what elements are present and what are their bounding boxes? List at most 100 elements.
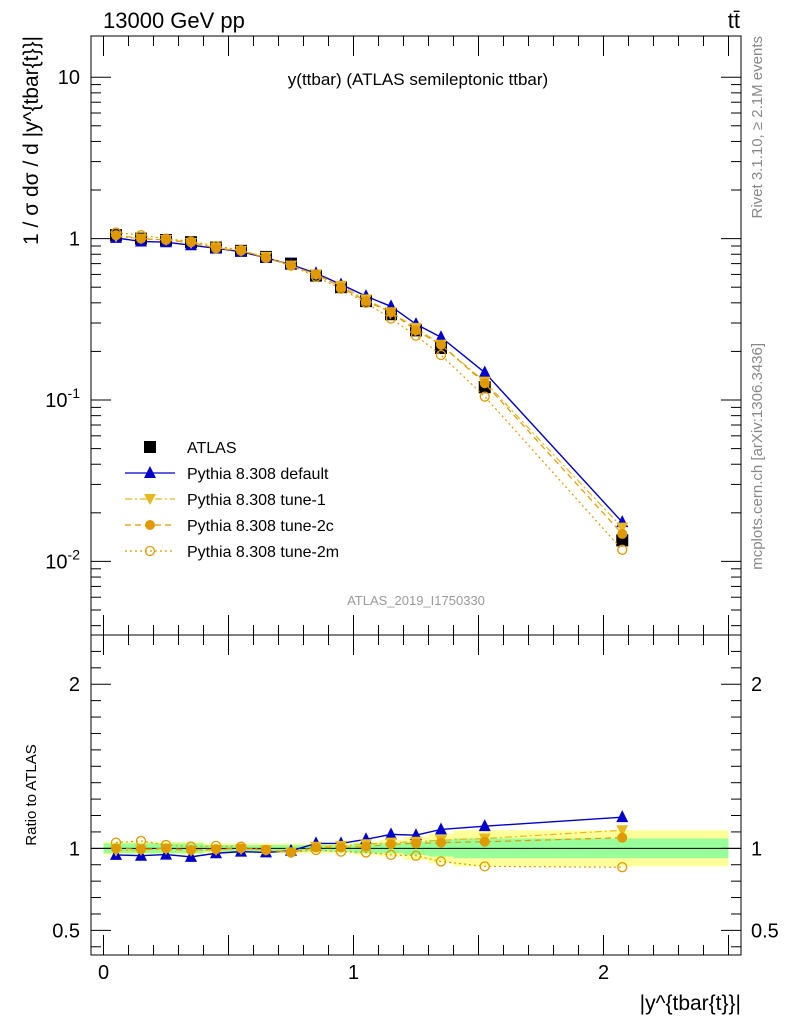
main-series [110,227,629,555]
side-text-bottom: mcplots.cern.ch [arXiv:1306.3436] [749,343,766,570]
series-line [115,234,623,535]
ratio-data-point [210,840,222,852]
main-watermark: ATLAS_2019_I1750330 [347,593,485,608]
ratio-data-point [310,844,322,856]
ratio-data-point [186,844,196,855]
data-point [335,283,347,294]
x-tick-label: 1 [348,962,359,984]
ratio-data-point [617,862,628,873]
data-point [160,233,172,244]
ratio-ticks: 0.5 0.5 1 1 2 2 0 1 2 [52,634,779,984]
ratio-data-point [211,844,221,855]
x-tick-label: 2 [598,962,609,984]
ratio-data-point [185,841,197,852]
data-point [136,233,146,244]
ratio-data-point [136,844,146,855]
main-panel: 10-2 10-1 1 10 y(ttbar) (ATLAS semileptonic… [20,35,742,636]
series-line [115,237,623,523]
main-title: y(ttbar) (ATLAS semileptonic ttbar) [288,70,548,89]
legend-entry: Pythia 8.308 tune-2m [125,544,339,561]
legend-entry: ATLAS [144,440,237,457]
data-point [436,339,446,350]
data-point [235,244,247,256]
ratio-data-point [235,841,247,852]
data-point [210,240,222,252]
ratio-series-2 [111,832,628,858]
data-point [185,236,197,247]
ratio-data-point [161,843,171,854]
ratio-data-point [435,856,447,867]
ratio-data-point [260,844,272,856]
data-point [360,297,372,308]
main-ylabel: 1 / σ dσ / d |y^{tbar{t}}| [20,36,43,245]
data-point [211,243,221,254]
ratio-data-point [478,819,491,832]
data-point [617,544,628,555]
y-tick-label: 2 [69,674,80,696]
ratio-data-point [360,847,372,858]
y-tick-label: 1 [69,838,80,860]
data-point [111,230,121,241]
legend-entry: Pythia 8.308 tune-1 [125,492,326,509]
ratio-data-point [335,846,347,857]
ratio-data-point [435,822,447,835]
data-point [617,528,628,539]
ratio-series [110,810,629,873]
series-2 [110,231,629,534]
ratio-series-line [115,816,623,858]
legend-label: Pythia 8.308 tune-2c [187,518,334,535]
ratio-data-point [616,825,629,837]
series-4 [110,227,628,555]
x-axis-label: |y^{tbar{t}}| [640,992,741,1015]
legend-marker [144,545,156,557]
data-point [410,330,422,341]
y-tick-label: 10 [58,67,80,89]
ratio-series-line [115,837,623,854]
ratio-data-point [285,847,297,858]
y-tick-label-right: 1 [751,838,762,860]
ratio-data-point [386,839,396,850]
ratio-data-point [385,827,397,840]
ratio-data-point [617,832,628,843]
ratio-data-point [479,861,490,872]
legend-label: Pythia 8.308 default [187,466,329,483]
data-point [135,230,147,241]
legend: ATLAS Pythia 8.308 default Pythia 8.308 tu… [125,440,339,561]
legend-label: ATLAS [187,440,237,457]
data-point [310,271,322,282]
ratio-data-point [411,838,421,849]
ratio-data-point [110,837,122,848]
header-right-text: tt̄ [728,8,740,33]
data-point [435,349,447,361]
ratio-data-point [479,836,490,847]
data-point [285,260,297,271]
ratio-data-point [311,842,321,853]
ratio-data-point [410,850,422,861]
data-point [435,330,447,343]
ratio-data-point [436,837,446,848]
y-tick-label: 1 [69,229,80,251]
data-point [286,260,296,271]
data-point [411,325,421,336]
ratio-panel: 0.5 0.5 1 1 2 2 0 1 2 Ratio to ATLAS |y^{tbar{t}… [23,634,779,1015]
data-point [311,269,321,280]
legend-marker [144,494,156,505]
legend-label: Pythia 8.308 tune-1 [187,492,326,509]
ratio-ylabel: Ratio to ATLAS [23,744,40,845]
legend-entry: Pythia 8.308 tune-2c [125,518,334,535]
ratio-data-point [616,810,629,823]
ratio-series-3 [110,835,628,873]
ratio-data-point [385,849,397,861]
data-point [260,252,272,263]
legend-label: Pythia 8.308 tune-2m [187,544,339,561]
y-tick-label-exponent: -1 [68,385,81,401]
legend-marker [144,441,156,453]
data-point [385,313,397,324]
y-tick-label-right: 2 [751,674,762,696]
ratio-series-line [115,829,623,854]
main-ticks: 10-2 10-1 1 10 [45,36,741,635]
legend-marker [145,520,155,530]
header-left-text: 13000 GeV pp [103,8,245,33]
y-tick-label: 10-2 [45,546,80,573]
